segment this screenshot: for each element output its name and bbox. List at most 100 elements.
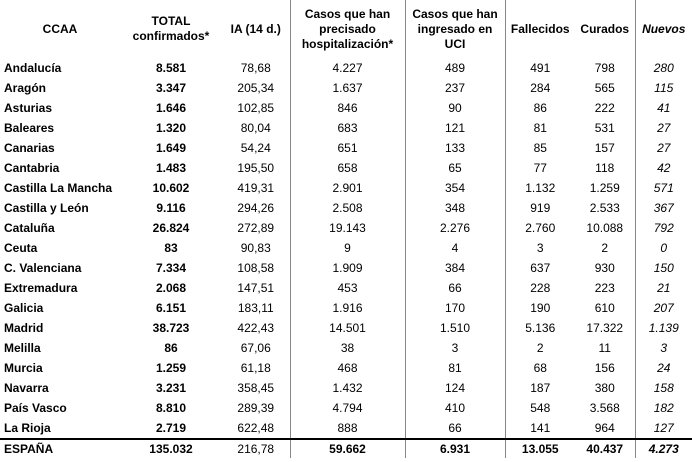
cell: 158 [634,378,692,398]
cell: 1.649 [155,141,187,155]
cell: 2.760 [504,218,575,238]
cell: 190 [504,298,575,318]
cell: 61,18 [240,361,271,375]
row-label: Asturias [4,101,53,115]
row-label: Cataluña [4,221,55,235]
row-label: Andalucía [4,61,62,75]
cell: 108,58 [237,261,275,275]
column-header: TOTAL confirmados* [132,14,210,43]
cell: 9.116 [156,201,186,215]
cell: 2 [601,241,609,255]
table-row: Cataluña 26.824 272,89 19.143 2.276 2.760 10.0… [0,218,692,238]
column-header: Nuevos [634,0,692,58]
cell: 86 [504,98,575,118]
cell: 1.320 [155,121,187,135]
cell: 1.132 [504,178,575,198]
total-cell: 13.055 [504,438,575,458]
total-cell: 40.437 [575,438,635,458]
cell: 115 [634,78,692,98]
cell: 272,89 [237,221,275,235]
cell: 182 [634,398,692,418]
cell: 21 [634,278,692,298]
row-label: ESPAÑA [0,438,120,458]
cell: 453 [289,278,405,298]
cell: 531 [594,121,615,135]
cell: 2.533 [589,201,620,215]
cell: 548 [504,398,575,418]
cell: 1.916 [289,298,405,318]
cell: 223 [594,281,615,295]
cell: 792 [634,218,692,238]
row-label: C. Valenciana [4,261,82,275]
cell: 41 [634,98,692,118]
row-label: Ceuta [4,241,38,255]
cell: 419,31 [237,181,275,195]
cell: 2.901 [289,178,405,198]
cell: 798 [594,61,615,75]
cell: 489 [404,58,505,78]
total-row: ESPAÑA 135.032 216,78 59.662 6.931 13.055 40.4… [0,438,692,458]
cell: 195,50 [237,161,275,175]
cell: 77 [504,158,575,178]
cell: 7.334 [155,261,187,275]
cell: 4.227 [289,58,405,78]
table-row: Ceuta 83 90,83 9 4 3 2 0 [0,238,692,258]
cell: 133 [404,138,505,158]
cell: 367 [634,198,692,218]
cell: 658 [289,158,405,178]
table-row: País Vasco 8.810 289,39 4.794 410 548 3.568 182 [0,398,692,418]
cell: 150 [634,258,692,278]
cell: 622,48 [237,421,275,435]
cell: 610 [594,301,615,315]
table-row: Aragón 3.347 205,34 1.637 237 284 565 115 [0,78,692,98]
table-row: Canarias 1.649 54,24 651 133 85 157 27 [0,138,692,158]
row-label: Canarias [4,141,55,155]
cell: 38 [289,338,405,358]
cell: 11 [598,341,611,355]
cell: 80,04 [240,121,271,135]
cell: 81 [504,118,575,138]
cell: 1.637 [289,78,405,98]
cell: 3.568 [589,401,620,415]
cell: 1.646 [155,101,187,115]
cell: 8.810 [155,401,187,415]
cell: 14.501 [289,318,405,338]
cell: 888 [289,418,405,439]
cell: 3 [404,338,505,358]
row-label: Navarra [4,381,49,395]
column-header: Fallecidos [504,0,575,58]
table-row: Asturias 1.646 102,85 846 90 86 222 41 [0,98,692,118]
cell: 38.723 [152,321,190,335]
header-row: CCAA TOTAL confirmados* IA (14 d.) Casos qu… [0,0,692,58]
cell: 571 [634,178,692,198]
cell: 141 [504,418,575,439]
cell: 19.143 [289,218,405,238]
row-label: Baleares [4,121,55,135]
cell: 42 [634,158,692,178]
table-row: Madrid 38.723 422,43 14.501 1.510 5.136 17.322… [0,318,692,338]
cell: 3.231 [155,381,187,395]
cell: 6.151 [155,301,187,315]
cell: 54,24 [240,141,271,155]
cell: 1.909 [289,258,405,278]
table-row: Murcia 1.259 61,18 468 81 68 156 24 [0,358,692,378]
cell: 4 [404,238,505,258]
cell: 3 [504,238,575,258]
cell: 2.719 [155,421,187,435]
cell: 2 [504,338,575,358]
table-row: Baleares 1.320 80,04 683 121 81 531 27 [0,118,692,138]
cell: 147,51 [237,281,275,295]
total-cell: 59.662 [289,438,405,458]
cell: 1.483 [155,161,187,175]
cell: 9 [289,238,405,258]
row-label: Extremadura [4,281,78,295]
cell: 66 [404,278,505,298]
total-cell: 6.931 [404,438,505,458]
cell: 222 [594,101,615,115]
row-label: Melilla [4,341,41,355]
cell: 156 [594,361,615,375]
cell: 0 [634,238,692,258]
row-label: Cantabria [4,161,60,175]
cell: 90,83 [240,241,271,255]
cell: 2.068 [155,281,187,295]
